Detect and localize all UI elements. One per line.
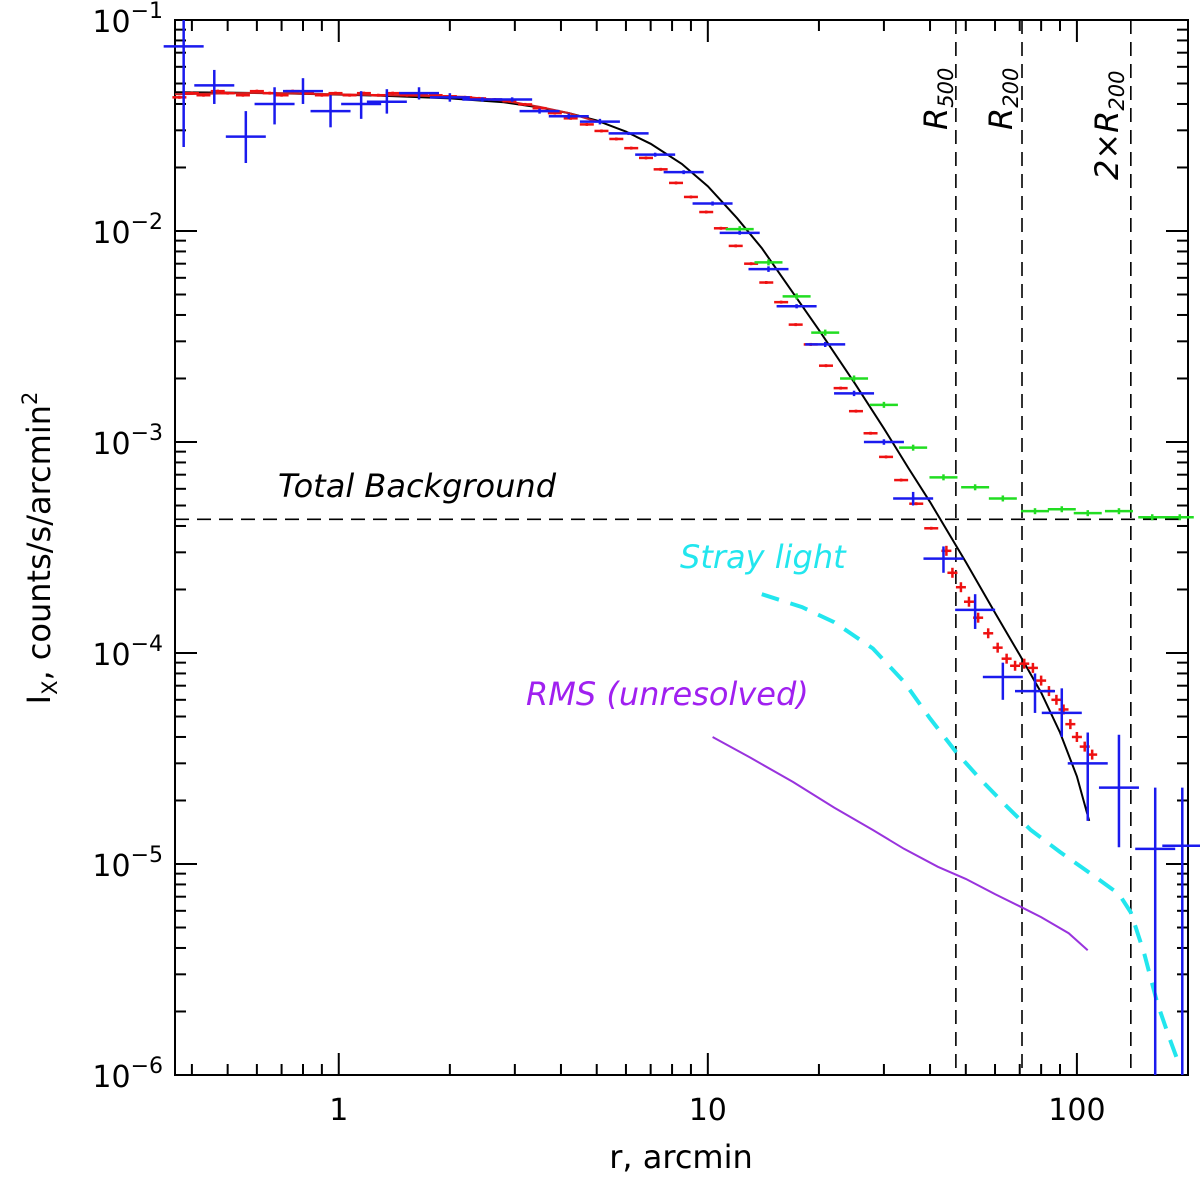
x-axis-title: r, arcmin <box>609 1138 753 1176</box>
y-tick-label: 10−5 <box>92 843 163 884</box>
stray-light-label: Stray light <box>680 538 847 576</box>
y-tick-label: 10−6 <box>92 1054 163 1095</box>
total-background-label: Total Background <box>278 467 557 505</box>
2xr200-label: 2×R200 <box>1088 71 1129 181</box>
tick-labels: 1 10 100 10−1 10−2 10−3 10−4 10−5 10−6 <box>92 0 1105 1128</box>
r500-label: R500 <box>917 68 958 130</box>
y-tick-label: 10−3 <box>92 421 163 462</box>
curves <box>174 91 1182 1067</box>
stray-light-curve <box>761 592 1182 1067</box>
x-tick-label: 10 <box>689 1093 727 1128</box>
data-points <box>163 20 1200 1075</box>
reference-lines <box>175 20 1188 1075</box>
y-tick-label: 10−4 <box>92 632 163 673</box>
rms-unresolved-label: RMS (unresolved) <box>526 675 809 713</box>
r200-label: R200 <box>982 68 1023 130</box>
plot-frame <box>174 19 1189 1076</box>
x-tick-label: 100 <box>1048 1093 1105 1128</box>
y-tick-label: 10−1 <box>92 0 163 40</box>
y-tick-label: 10−2 <box>92 210 163 251</box>
rms-unresolved-curve <box>712 736 1089 952</box>
y-axis-title: IX, counts/s/arcmin2 <box>18 392 62 705</box>
x-tick-label: 1 <box>329 1093 348 1128</box>
